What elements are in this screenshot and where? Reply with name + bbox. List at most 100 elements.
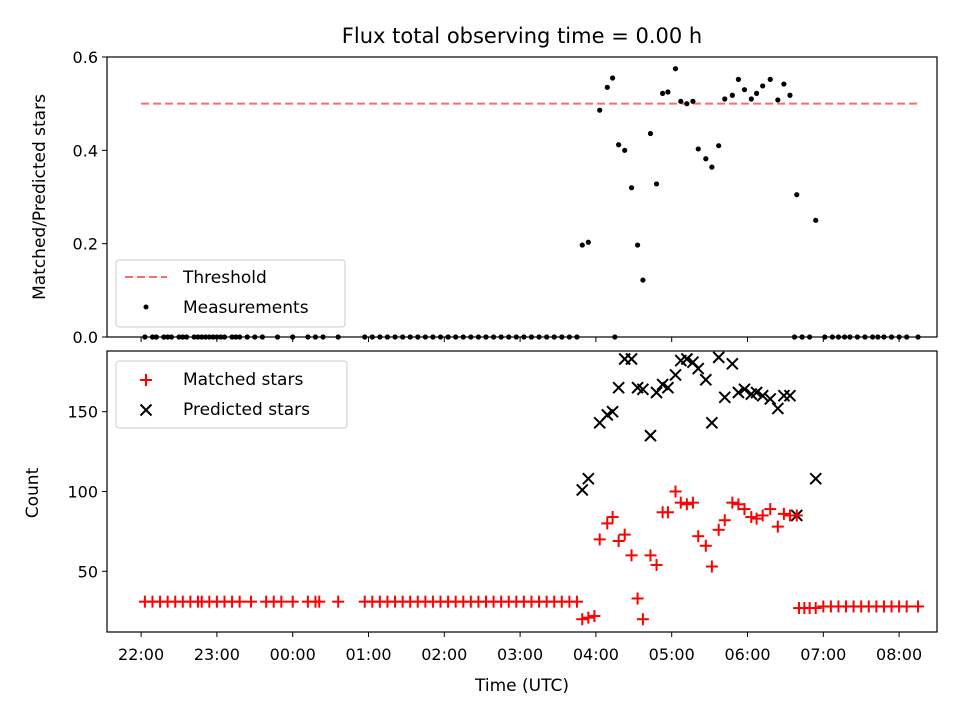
matched-point [738,503,751,516]
legend-measurements-swatch [143,304,149,310]
matched-point [674,496,687,509]
predicted-point [612,381,625,394]
matched-point [588,610,601,623]
bottom-panel-xticks: 22:00 23:00 00:00 01:00 02:00 03:00 04:00 05:00… [118,632,922,664]
bottom-xtick-label: 22:00 [118,645,164,664]
bottom-xtick-label: 08:00 [876,645,922,664]
bottom-ytick-label: 150 [67,403,98,422]
bottom-xtick-label: 00:00 [270,645,316,664]
matched-point [718,514,731,527]
matched-point [332,595,345,608]
predicted-point [756,389,769,402]
matched-point [686,496,699,509]
measurement-point [767,76,773,82]
predicted-point [625,352,638,366]
measurement-point [753,90,760,96]
chart-title: Flux total observing time = 0.00 h [342,24,702,48]
matched-point [618,528,631,541]
matched-point [650,558,663,571]
matched-point [726,496,739,509]
measurement-point [647,130,654,137]
predicted-point [650,386,663,399]
measurement-point [660,90,666,96]
matched-point [745,511,758,524]
measurement-point [781,81,787,87]
measurement-point [640,277,646,283]
matched-point [644,549,657,562]
matched-point [680,498,693,511]
measurement-point [775,97,781,103]
matched-point [661,506,674,519]
bottom-xtick-label: 07:00 [800,645,846,664]
matched-point [313,595,326,608]
measurement-point [597,107,603,113]
measurement-point [722,96,728,102]
bottom-panel-frame [106,350,938,633]
predicted-point [777,389,791,402]
bottom-xtick-label: 04:00 [573,645,619,664]
matched-point [771,520,784,533]
predicted-point [809,472,822,485]
bottom-xtick-label: 03:00 [497,645,543,664]
measurement-point [709,164,715,170]
predicted-point [771,402,785,415]
measurement-point [716,143,722,149]
matched-point [732,498,745,511]
measurement-point [665,89,671,95]
matched-point [692,530,705,543]
legend-predicted-label: Predicted stars [183,400,310,420]
legend-threshold-label: Threshold [182,268,267,288]
matched-point [790,509,803,522]
bottom-xtick-label: 06:00 [724,645,770,664]
matched-point [756,509,769,522]
measurement-point [634,242,641,248]
predicted-point [764,392,777,406]
predicted-point [750,386,763,399]
bottom-xtick-label: 05:00 [649,645,695,664]
top-ytick-label: 0.4 [73,141,98,160]
measurement-point [604,84,610,90]
measurement-point [690,98,696,104]
top-legend-box [115,259,346,328]
bottom-xtick-label: 01:00 [345,645,391,664]
top-ytick-label: 0.0 [73,328,98,347]
bottom-panel-legend: Matched stars Predicted stars [115,360,348,429]
matched-point [625,549,638,562]
matched-point [601,517,614,530]
matched-point [275,595,288,608]
bottom-legend-box [115,360,348,429]
measurement-point [579,242,585,248]
bottom-ytick-label: 100 [67,483,98,502]
predicted-point [636,383,650,396]
matched-point [636,613,649,626]
matched-point [606,511,619,524]
matched-point [570,595,583,608]
legend-x-marker [139,403,153,417]
bottom-panel-marks [138,351,925,626]
matched-point [245,595,258,608]
measurement-point [616,142,622,148]
predicted-point [644,429,657,442]
predicted-point [661,381,675,394]
measurement-point [653,181,660,187]
predicted-point [718,391,731,404]
bottom-panel-ylabel: Count [23,467,43,518]
legend-plus-marker [140,374,152,386]
legend-matched-swatch [140,374,152,386]
matched-point [712,523,725,536]
measurement-point [748,96,754,102]
predicted-point [692,362,705,375]
measurement-point [794,192,800,198]
bottom-panel-yticks: 50 100 150 [67,403,107,581]
measurement-point [628,185,635,191]
predicted-point [712,351,725,364]
legend-measurements-label: Measurements [183,298,309,318]
matched-point [631,592,644,605]
matched-point [576,613,589,626]
predicted-point [705,416,719,430]
bottom-panel: 50 100 150 22:00 23:00 00:00 01:00 02:00 03:00 0… [23,350,938,696]
measurement-point [735,76,742,82]
measurement-point [585,239,591,245]
matched-point [286,595,299,608]
